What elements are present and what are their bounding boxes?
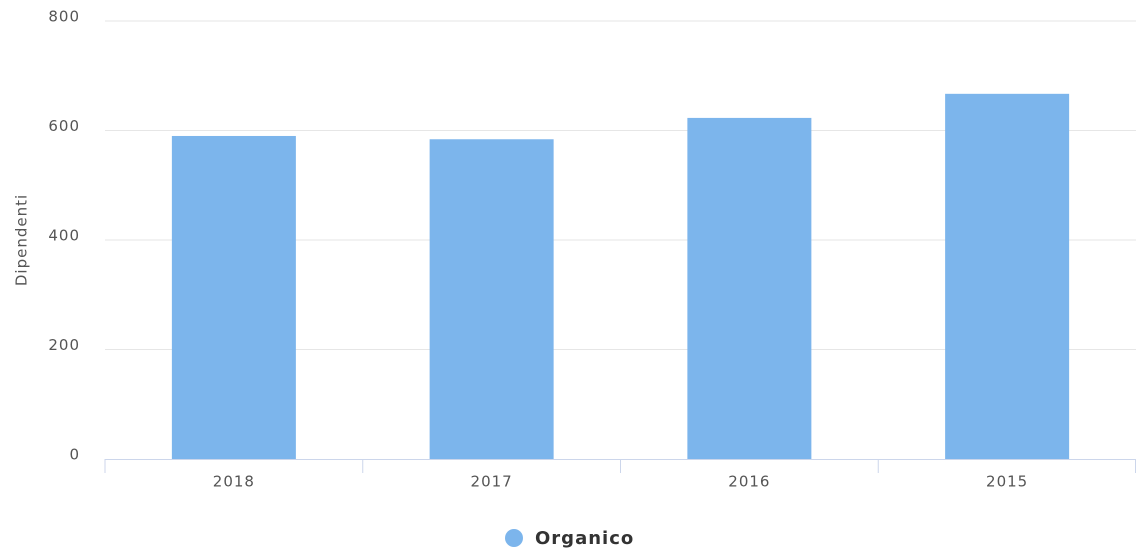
bar — [171, 135, 296, 459]
y-tick-label: 600 — [48, 117, 80, 135]
y-tick-label: 800 — [48, 8, 80, 26]
x-tick-label: 2015 — [986, 473, 1028, 491]
bar — [687, 117, 812, 459]
legend-text: Organico — [535, 528, 634, 549]
bar — [429, 139, 554, 459]
legend-marker — [505, 529, 523, 547]
x-tick-label: 2018 — [213, 473, 255, 491]
y-tick-label: 0 — [69, 446, 80, 464]
y-tick-label: 400 — [48, 227, 80, 245]
y-tick-label: 200 — [48, 336, 80, 354]
y-axis-label: Dipendenti — [13, 194, 31, 286]
bar — [945, 93, 1070, 459]
x-tick-label: 2017 — [471, 473, 513, 491]
x-tick-label: 2016 — [728, 473, 770, 491]
